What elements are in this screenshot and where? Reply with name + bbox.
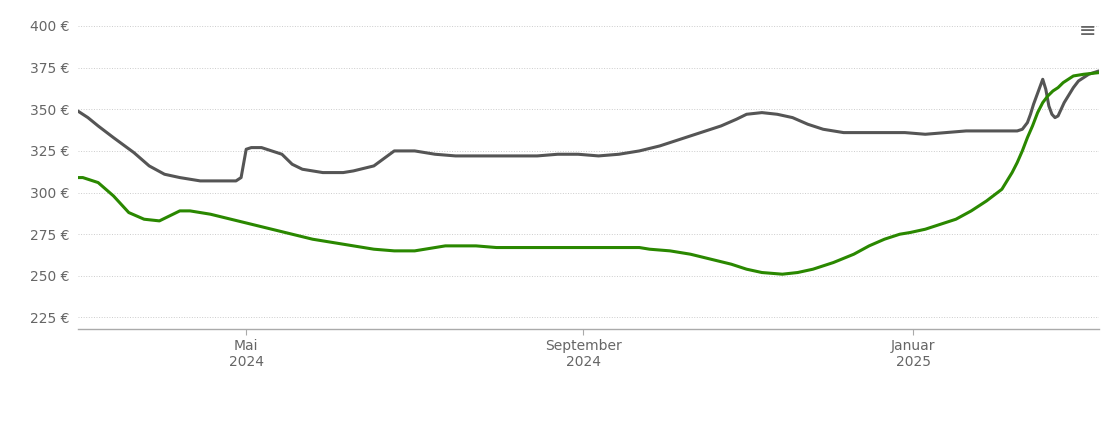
Text: ≡: ≡	[1079, 21, 1097, 41]
